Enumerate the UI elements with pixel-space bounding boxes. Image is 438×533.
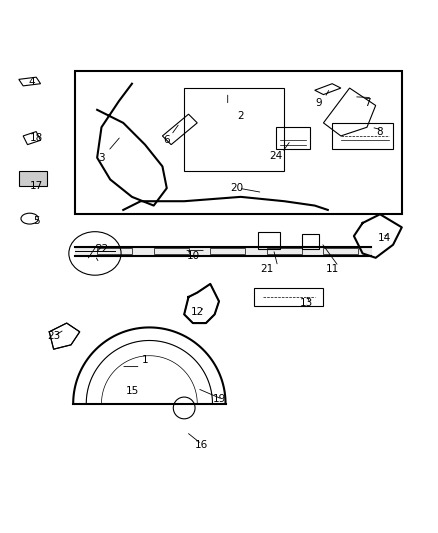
Text: 18: 18 [30, 133, 43, 143]
Text: 24: 24 [269, 150, 282, 160]
Text: 20: 20 [230, 183, 243, 193]
Text: 13: 13 [300, 298, 313, 309]
Text: 8: 8 [377, 126, 383, 136]
Text: 12: 12 [191, 307, 204, 317]
Text: 2: 2 [237, 111, 244, 122]
FancyBboxPatch shape [19, 171, 47, 186]
Text: 9: 9 [316, 98, 322, 108]
Text: 11: 11 [325, 264, 339, 273]
Text: 5: 5 [33, 216, 39, 226]
Text: 10: 10 [186, 251, 199, 261]
Text: 6: 6 [163, 135, 170, 146]
Text: 4: 4 [28, 77, 35, 86]
Text: 3: 3 [98, 152, 105, 163]
Text: 21: 21 [260, 264, 273, 273]
Text: 15: 15 [125, 385, 138, 395]
Text: 17: 17 [30, 181, 43, 191]
Text: 14: 14 [378, 233, 391, 243]
Text: 22: 22 [95, 244, 108, 254]
Text: 16: 16 [195, 440, 208, 450]
Text: 1: 1 [142, 355, 148, 365]
Text: 7: 7 [364, 98, 370, 108]
Text: 19: 19 [212, 394, 226, 404]
Text: 23: 23 [47, 331, 60, 341]
